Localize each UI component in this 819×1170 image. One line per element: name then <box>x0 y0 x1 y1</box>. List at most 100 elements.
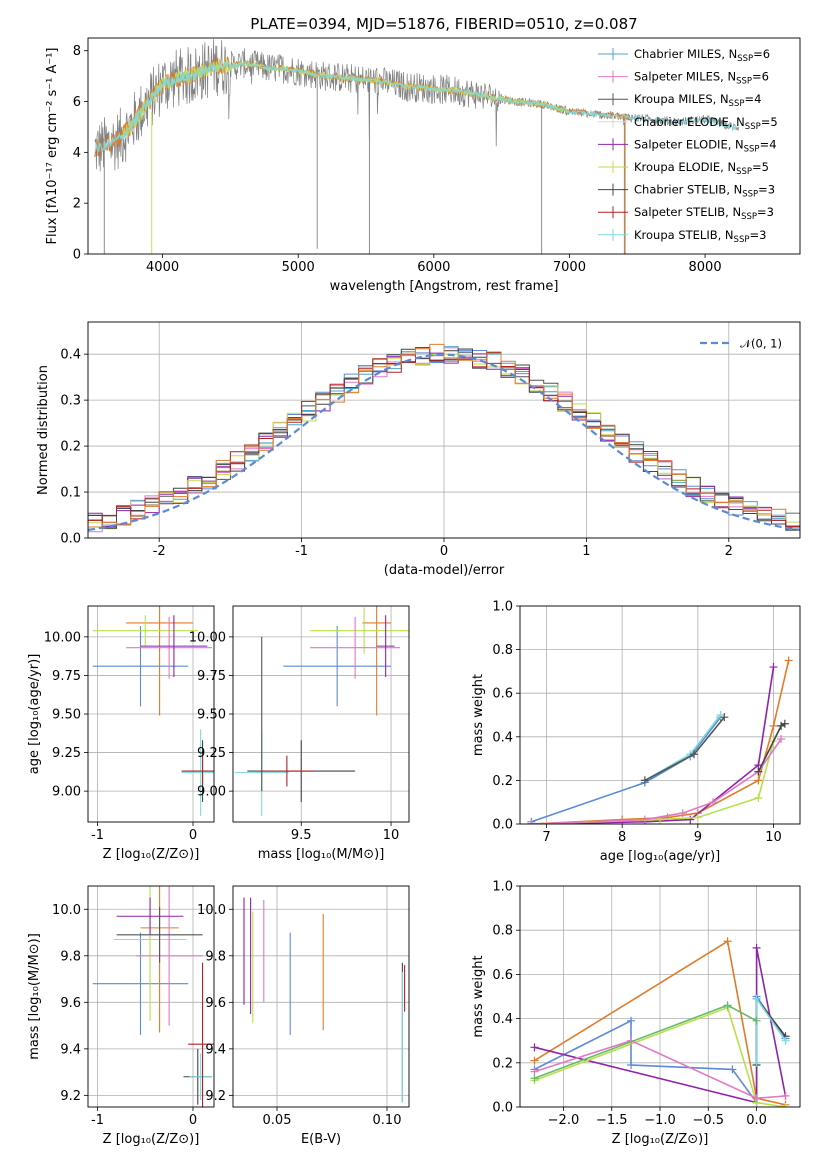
y-axis-label: Flux [fλ10⁻¹⁷ erg cm⁻² s⁻¹ A⁻¹] <box>45 48 60 245</box>
series-point <box>530 1056 539 1065</box>
y-tick-label: 9.50 <box>197 708 226 723</box>
series-point <box>627 1061 636 1070</box>
x-tick-label: 0.10 <box>373 1113 402 1128</box>
x-tick-label: 8000 <box>689 260 722 275</box>
y-axis-label: mass weight <box>471 674 486 756</box>
x-tick-label: -1 <box>91 828 104 843</box>
series-point <box>781 1036 790 1045</box>
y-axis-label: mass weight <box>471 955 486 1037</box>
series-line <box>531 666 775 824</box>
y-tick-label: 8 <box>73 44 81 59</box>
series-point <box>780 719 789 728</box>
x-tick-label: 1 <box>582 544 590 559</box>
y-tick-label: 9.25 <box>52 746 81 761</box>
legend-entry: Kroupa ELODIE, NSSP=5 <box>634 160 769 177</box>
y-tick-label: 9.00 <box>197 785 226 800</box>
y-tick-label: 2 <box>73 197 81 212</box>
series-point <box>690 750 699 759</box>
y-tick-label: 4 <box>73 146 81 161</box>
y-axis-label: Normed distribution <box>36 365 51 495</box>
series-point <box>708 798 717 807</box>
x-tick-label: 7 <box>542 830 550 845</box>
axes-frame <box>232 605 410 823</box>
y-tick-label: 9.75 <box>52 669 81 684</box>
x-tick-label: 2 <box>725 544 733 559</box>
residuals-panel: -2 -1 0 1 2 0.0 0.1 0.2 0.3 0.4 (data-model)/error… <box>36 321 801 578</box>
series-point <box>686 815 695 824</box>
x-tick-label: 0.05 <box>263 1113 292 1128</box>
series-point <box>777 721 786 730</box>
y-tick-label: 9.75 <box>197 669 226 684</box>
y-tick-label: 0.8 <box>492 924 513 939</box>
y-tick-label: 0.2 <box>492 774 513 789</box>
y-tick-label: 0.0 <box>60 532 81 547</box>
x-tick-label: 8 <box>618 830 626 845</box>
y-tick-label: 0.4 <box>60 348 81 363</box>
series-point <box>640 815 649 824</box>
y-tick-label: 9.2 <box>205 1089 226 1104</box>
series-point <box>530 1043 539 1052</box>
series-point <box>752 1094 761 1103</box>
x-tick-label: 6000 <box>417 260 450 275</box>
y-tick-label: 1.0 <box>492 600 513 615</box>
x-tick-label: 5000 <box>282 260 315 275</box>
y-tick-label: 0.2 <box>492 1056 513 1071</box>
series-point <box>693 813 702 822</box>
x-tick-label: 0 <box>189 828 197 843</box>
normal-distribution-curve <box>88 353 800 531</box>
y-tick-label: 9.25 <box>197 746 226 761</box>
series-point <box>752 943 761 952</box>
massweight-vs-age-panel: 7 8 9 10 0.0 0.2 0.4 0.6 0.8 1.0 age [log₁₀(age/yr… <box>471 600 801 864</box>
y-axis-label: age [log₁₀(age/yr)] <box>27 654 42 775</box>
series-point <box>784 656 793 665</box>
plot-area <box>243 897 406 1103</box>
y-tick-label: 9.6 <box>205 996 226 1011</box>
y-tick-label: 9.2 <box>60 1089 81 1104</box>
y-tick-label: 0.6 <box>492 968 513 983</box>
series-point <box>627 1016 636 1025</box>
series-line <box>534 1039 786 1100</box>
residuals-plot-area <box>88 343 800 535</box>
spectrum-plot-area <box>94 38 740 254</box>
series-line <box>531 738 782 824</box>
axes-frame <box>87 605 215 823</box>
plot-area <box>92 886 214 1107</box>
x-axis-label: Z [log₁₀(Z/Z⊙)] <box>103 847 200 862</box>
age-vs-mass-panel: 9.5 10 9.00 9.25 9.50 9.75 10.00 mass [log₁₀(M/… <box>189 605 410 862</box>
x-tick-label: 10 <box>383 828 400 843</box>
y-tick-label: 0.8 <box>492 643 513 658</box>
age-vs-Z-panel: -1 0 9.00 9.25 9.50 9.75 10.00 Z [log₁₀(Z/Z⊙)] a… <box>27 605 215 862</box>
y-tick-label: 10.0 <box>197 903 226 918</box>
x-tick-label: 0 <box>189 1113 197 1128</box>
legend-entry: Kroupa MILES, NSSP=4 <box>634 92 761 109</box>
legend-entry: Salpeter MILES, NSSP=6 <box>634 70 769 87</box>
series-point <box>754 793 763 802</box>
y-tick-label: 0.3 <box>60 394 81 409</box>
legend-entry: Chabrier MILES, NSSP=6 <box>634 47 770 64</box>
axes-frame <box>87 37 801 255</box>
mass-vs-ebv-panel: 0.05 0.10 9.2 9.4 9.6 9.8 10.0 E(B-V) <box>197 885 410 1147</box>
x-tick-label: -1 <box>91 1113 104 1128</box>
y-tick-label: 0.6 <box>492 687 513 702</box>
y-tick-label: 0.4 <box>492 730 513 745</box>
series-point <box>777 734 786 743</box>
mass-vs-Z-panel: -1 0 9.2 9.4 9.6 9.8 10.0 Z [log₁₀(Z/Z⊙)] mass [… <box>27 885 215 1147</box>
y-tick-label: 9.8 <box>60 949 81 964</box>
series-point <box>752 1058 761 1067</box>
series-point <box>530 1074 539 1083</box>
y-tick-label: 9.4 <box>60 1042 81 1057</box>
x-axis-label: (data-model)/error <box>384 563 505 578</box>
series-point <box>720 713 729 722</box>
series-point <box>728 1065 737 1074</box>
spectrum-panel: 4000 5000 6000 7000 8000 0 2 4 6 8 wavelength [Ang… <box>45 15 801 294</box>
x-axis-label: Z [log₁₀(Z/Z⊙)] <box>612 1132 709 1147</box>
y-tick-label: 0.1 <box>60 486 81 501</box>
x-axis-label: Z [log₁₀(Z/Z⊙)] <box>103 1132 200 1147</box>
axes-frame <box>519 605 801 825</box>
series-line <box>531 660 790 824</box>
series-point <box>752 994 761 1003</box>
x-tick-label: -1 <box>295 544 308 559</box>
x-axis-label: E(B-V) <box>301 1132 341 1147</box>
y-tick-label: 9.4 <box>205 1042 226 1057</box>
x-tick-label: 0 <box>440 544 448 559</box>
